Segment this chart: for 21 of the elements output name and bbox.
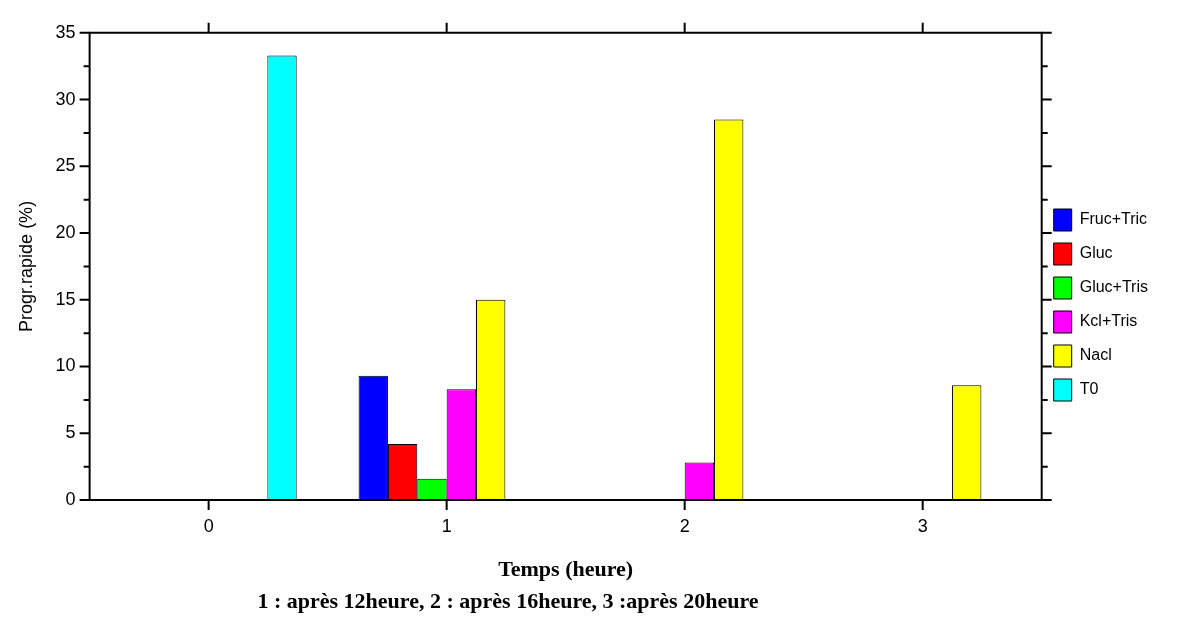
y-tick-label: 25	[55, 155, 76, 176]
y-tick-label: 5	[65, 422, 76, 443]
y-tick-label: 30	[55, 88, 76, 109]
legend-label: Fruc+Tric	[1079, 210, 1148, 228]
y-axis-title: Progr.rapide (%)	[15, 200, 36, 332]
x-axis-title: Temps (heure)	[498, 556, 634, 582]
y-tick-label: 0	[65, 488, 76, 509]
x-tick-label: 2	[679, 515, 690, 536]
legend-label: Kcl+Tris	[1079, 312, 1138, 330]
x-tick-label: 0	[203, 515, 214, 536]
y-tick-label: 10	[55, 355, 76, 376]
legend-label: T0	[1079, 380, 1099, 398]
x-tick-label: 3	[917, 515, 928, 536]
x-tick-label: 1	[441, 515, 452, 536]
y-tick-label: 15	[55, 288, 76, 309]
legend-label: Gluc	[1079, 244, 1113, 262]
y-tick-label: 20	[55, 222, 76, 242]
y-tick-label: 35	[55, 21, 76, 42]
legend-label: Nacl	[1079, 346, 1112, 364]
text: 1 : après 12heure, 2 : après 16heure, 3 :après 20heure	[256, 588, 760, 614]
legend-label: Gluc+Tris	[1079, 278, 1149, 296]
